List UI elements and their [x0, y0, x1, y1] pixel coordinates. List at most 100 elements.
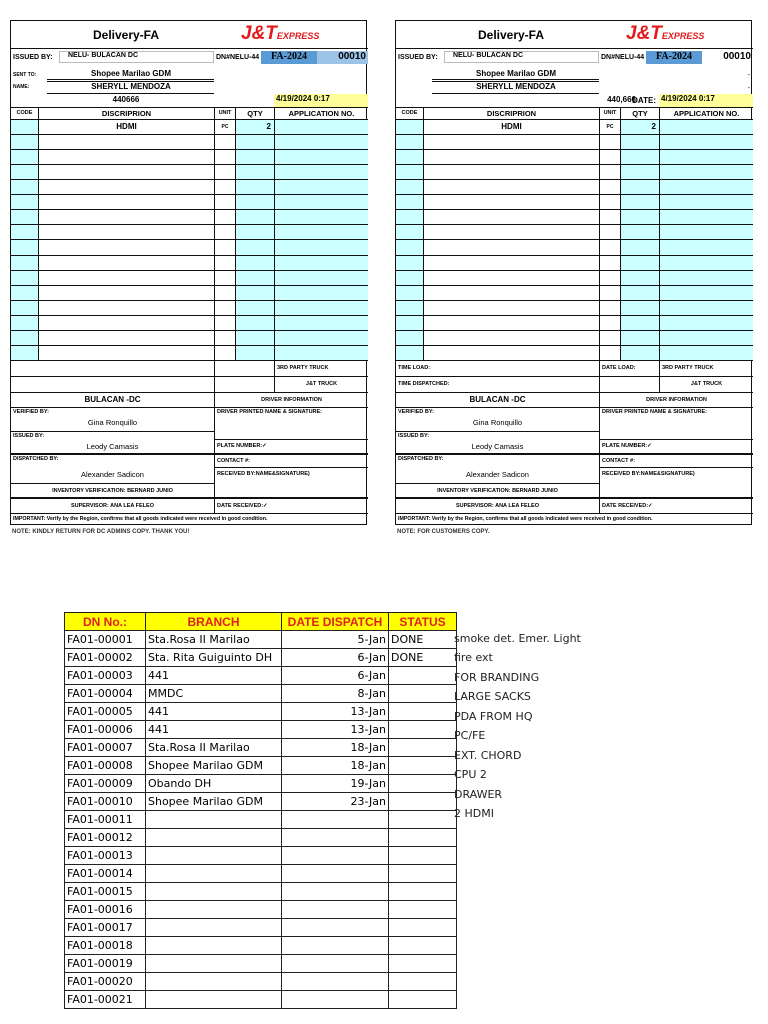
branch-cell[interactable] — [145, 882, 282, 901]
item-cell-qty[interactable] — [235, 134, 274, 151]
item-cell-description[interactable] — [423, 269, 599, 286]
item-cell-code[interactable] — [396, 299, 423, 316]
status-cell[interactable] — [388, 846, 457, 865]
status-cell[interactable] — [388, 900, 457, 919]
item-cell-description[interactable] — [38, 239, 214, 256]
item-cell-code[interactable] — [396, 119, 423, 136]
branch-cell[interactable] — [145, 954, 282, 973]
item-cell-description[interactable] — [38, 134, 214, 151]
date-cell[interactable]: 13-Jan — [281, 720, 389, 739]
date-cell[interactable] — [281, 936, 389, 955]
item-cell-description[interactable]: HDMI — [38, 119, 214, 136]
status-cell[interactable] — [388, 720, 457, 739]
item-cell-application[interactable] — [274, 224, 368, 241]
item-cell-qty[interactable] — [620, 299, 659, 316]
dn-cell[interactable]: FA01-00012 — [64, 828, 146, 847]
status-cell[interactable] — [388, 792, 457, 811]
item-cell-unit[interactable] — [599, 164, 620, 181]
item-cell-qty[interactable] — [235, 269, 274, 286]
item-cell-application[interactable] — [659, 149, 753, 166]
item-cell-code[interactable] — [11, 194, 38, 211]
item-cell-description[interactable] — [38, 164, 214, 181]
item-cell-unit[interactable]: PC — [599, 119, 620, 136]
item-cell-code[interactable] — [11, 179, 38, 196]
branch-cell[interactable] — [145, 990, 282, 1009]
item-cell-qty[interactable] — [620, 209, 659, 226]
item-cell-description[interactable]: HDMI — [423, 119, 599, 136]
item-cell-application[interactable] — [274, 284, 368, 301]
item-cell-unit[interactable] — [599, 329, 620, 346]
dn-cell[interactable]: FA01-00016 — [64, 900, 146, 919]
item-cell-code[interactable] — [11, 239, 38, 256]
item-cell-code[interactable] — [11, 254, 38, 271]
item-cell-application[interactable] — [274, 134, 368, 151]
item-cell-description[interactable] — [423, 284, 599, 301]
status-cell[interactable] — [388, 666, 457, 685]
item-cell-qty[interactable] — [235, 314, 274, 331]
item-cell-description[interactable] — [38, 269, 214, 286]
item-cell-code[interactable] — [396, 344, 423, 361]
branch-cell[interactable] — [145, 918, 282, 937]
item-cell-code[interactable] — [396, 239, 423, 256]
item-cell-qty[interactable] — [235, 284, 274, 301]
item-cell-application[interactable] — [659, 299, 753, 316]
date-cell[interactable] — [281, 990, 389, 1009]
item-cell-code[interactable] — [11, 344, 38, 361]
item-cell-application[interactable] — [659, 344, 753, 361]
branch-cell[interactable] — [145, 864, 282, 883]
item-cell-application[interactable] — [659, 134, 753, 151]
branch-cell[interactable]: Shopee Marilao GDM — [145, 792, 282, 811]
item-cell-description[interactable] — [38, 314, 214, 331]
item-cell-description[interactable] — [423, 329, 599, 346]
item-cell-unit[interactable] — [214, 284, 235, 301]
item-cell-code[interactable] — [11, 224, 38, 241]
item-cell-application[interactable] — [274, 314, 368, 331]
item-cell-description[interactable] — [423, 164, 599, 181]
status-cell[interactable] — [388, 990, 457, 1009]
item-cell-unit[interactable] — [599, 254, 620, 271]
item-cell-unit[interactable] — [214, 329, 235, 346]
item-cell-description[interactable] — [423, 239, 599, 256]
dn-cell[interactable]: FA01-00020 — [64, 972, 146, 991]
item-cell-application[interactable] — [659, 119, 753, 136]
item-cell-description[interactable] — [423, 344, 599, 361]
branch-cell[interactable] — [145, 972, 282, 991]
date-cell[interactable] — [281, 864, 389, 883]
item-cell-qty[interactable] — [620, 164, 659, 181]
item-cell-qty[interactable] — [235, 149, 274, 166]
item-cell-qty[interactable] — [620, 149, 659, 166]
item-cell-application[interactable] — [274, 209, 368, 226]
item-cell-application[interactable] — [659, 224, 753, 241]
item-cell-application[interactable] — [659, 329, 753, 346]
item-cell-application[interactable] — [659, 164, 753, 181]
item-cell-code[interactable] — [396, 254, 423, 271]
item-cell-description[interactable] — [423, 224, 599, 241]
date-cell[interactable]: 23-Jan — [281, 792, 389, 811]
item-cell-code[interactable] — [11, 209, 38, 226]
item-cell-unit[interactable] — [599, 314, 620, 331]
item-cell-application[interactable] — [659, 239, 753, 256]
item-cell-application[interactable] — [274, 254, 368, 271]
status-cell[interactable] — [388, 972, 457, 991]
item-cell-unit[interactable] — [214, 164, 235, 181]
branch-cell[interactable]: 441 — [145, 666, 282, 685]
item-cell-application[interactable] — [274, 344, 368, 361]
dn-cell[interactable]: FA01-00015 — [64, 882, 146, 901]
item-cell-unit[interactable] — [214, 314, 235, 331]
date-cell[interactable] — [281, 828, 389, 847]
item-cell-code[interactable] — [11, 329, 38, 346]
dn-cell[interactable]: FA01-00001 — [64, 630, 146, 649]
item-cell-code[interactable] — [11, 134, 38, 151]
item-cell-unit[interactable] — [599, 284, 620, 301]
branch-cell[interactable] — [145, 828, 282, 847]
item-cell-description[interactable] — [38, 209, 214, 226]
item-cell-qty[interactable] — [235, 194, 274, 211]
item-cell-qty[interactable] — [235, 254, 274, 271]
item-cell-description[interactable] — [38, 299, 214, 316]
item-cell-code[interactable] — [11, 269, 38, 286]
item-cell-unit[interactable] — [599, 179, 620, 196]
dn-cell[interactable]: FA01-00021 — [64, 990, 146, 1009]
item-cell-unit[interactable] — [214, 254, 235, 271]
branch-cell[interactable]: Sta. Rita Guiguinto DH — [145, 648, 282, 667]
branch-cell[interactable]: Obando DH — [145, 774, 282, 793]
